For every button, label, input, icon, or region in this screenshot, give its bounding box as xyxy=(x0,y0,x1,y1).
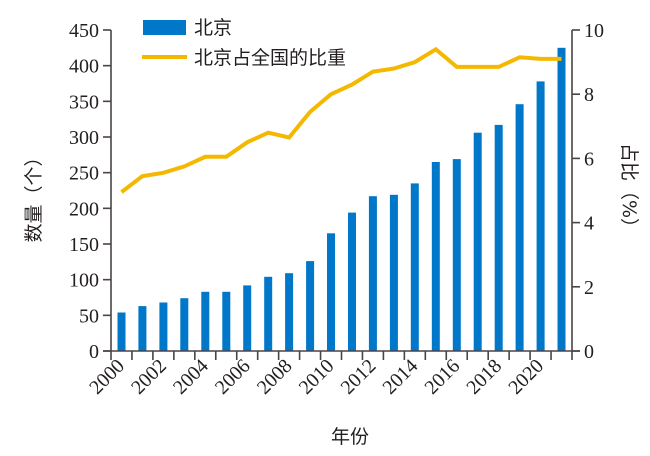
y-axis-title-left: 数量（个） xyxy=(23,147,45,242)
y-tick-label-right: 0 xyxy=(584,341,594,363)
bar-2019 xyxy=(516,104,524,351)
bar-2018 xyxy=(495,125,503,351)
bar-2008 xyxy=(285,273,293,351)
y-tick-label-right: 6 xyxy=(584,148,594,170)
x-tick-label: 2012 xyxy=(337,355,381,399)
bar-2011 xyxy=(348,213,356,351)
axes: 0501001502002503003504004500246810200020… xyxy=(69,20,604,399)
y-tick-label-left: 0 xyxy=(89,341,99,363)
bar-2000 xyxy=(118,313,126,352)
bar-2017 xyxy=(474,133,482,351)
x-tick-label: 2004 xyxy=(169,355,213,399)
y-axis-title-right: 占比（%） xyxy=(618,143,640,237)
x-tick-label: 2016 xyxy=(420,355,464,399)
bar-2012 xyxy=(369,196,377,351)
x-tick-label: 2014 xyxy=(378,355,422,399)
x-tick-label: 2010 xyxy=(295,355,339,399)
bar-2016 xyxy=(453,159,461,351)
legend-label-line: 北京占全国的比重 xyxy=(194,47,346,69)
bar-2009 xyxy=(306,261,314,351)
x-axis-title: 年份 xyxy=(331,426,369,448)
y-tick-label-right: 2 xyxy=(584,277,594,299)
y-tick-label-left: 50 xyxy=(79,305,99,327)
y-tick-label-left: 150 xyxy=(69,234,99,256)
x-tick-label: 2006 xyxy=(211,355,255,399)
y-tick-label-left: 300 xyxy=(69,127,99,149)
bar-2020 xyxy=(537,81,545,351)
legend-label-bar: 北京 xyxy=(194,17,232,39)
bar-2003 xyxy=(180,298,188,351)
x-tick-label: 2020 xyxy=(504,355,548,399)
bar-2010 xyxy=(327,233,335,351)
bar-2013 xyxy=(390,195,398,351)
y-tick-label-left: 450 xyxy=(69,20,99,42)
bar-series xyxy=(118,48,566,351)
bar-2005 xyxy=(222,292,230,351)
y-tick-label-left: 100 xyxy=(69,270,99,292)
x-tick-label: 2008 xyxy=(253,355,297,399)
y-tick-label-right: 10 xyxy=(584,20,604,42)
y-tick-label-left: 200 xyxy=(69,198,99,220)
y-tick-label-left: 400 xyxy=(69,56,99,78)
legend-swatch-bar xyxy=(143,20,186,35)
bar-2021 xyxy=(558,48,566,351)
x-tick-label: 2002 xyxy=(127,355,171,399)
legend: 北京 北京占全国的比重 xyxy=(142,17,346,69)
y-tick-label-right: 4 xyxy=(584,213,594,235)
bar-2015 xyxy=(432,162,440,351)
bar-2006 xyxy=(243,285,251,351)
bar-2001 xyxy=(138,306,146,351)
x-tick-label: 2018 xyxy=(462,355,506,399)
y-tick-label-left: 350 xyxy=(69,91,99,113)
y-tick-label-right: 8 xyxy=(584,84,594,106)
y-tick-label-left: 250 xyxy=(69,163,99,185)
bar-2007 xyxy=(264,277,272,351)
bar-2004 xyxy=(201,292,209,351)
bar-2002 xyxy=(159,303,167,352)
bar-2014 xyxy=(411,183,419,351)
